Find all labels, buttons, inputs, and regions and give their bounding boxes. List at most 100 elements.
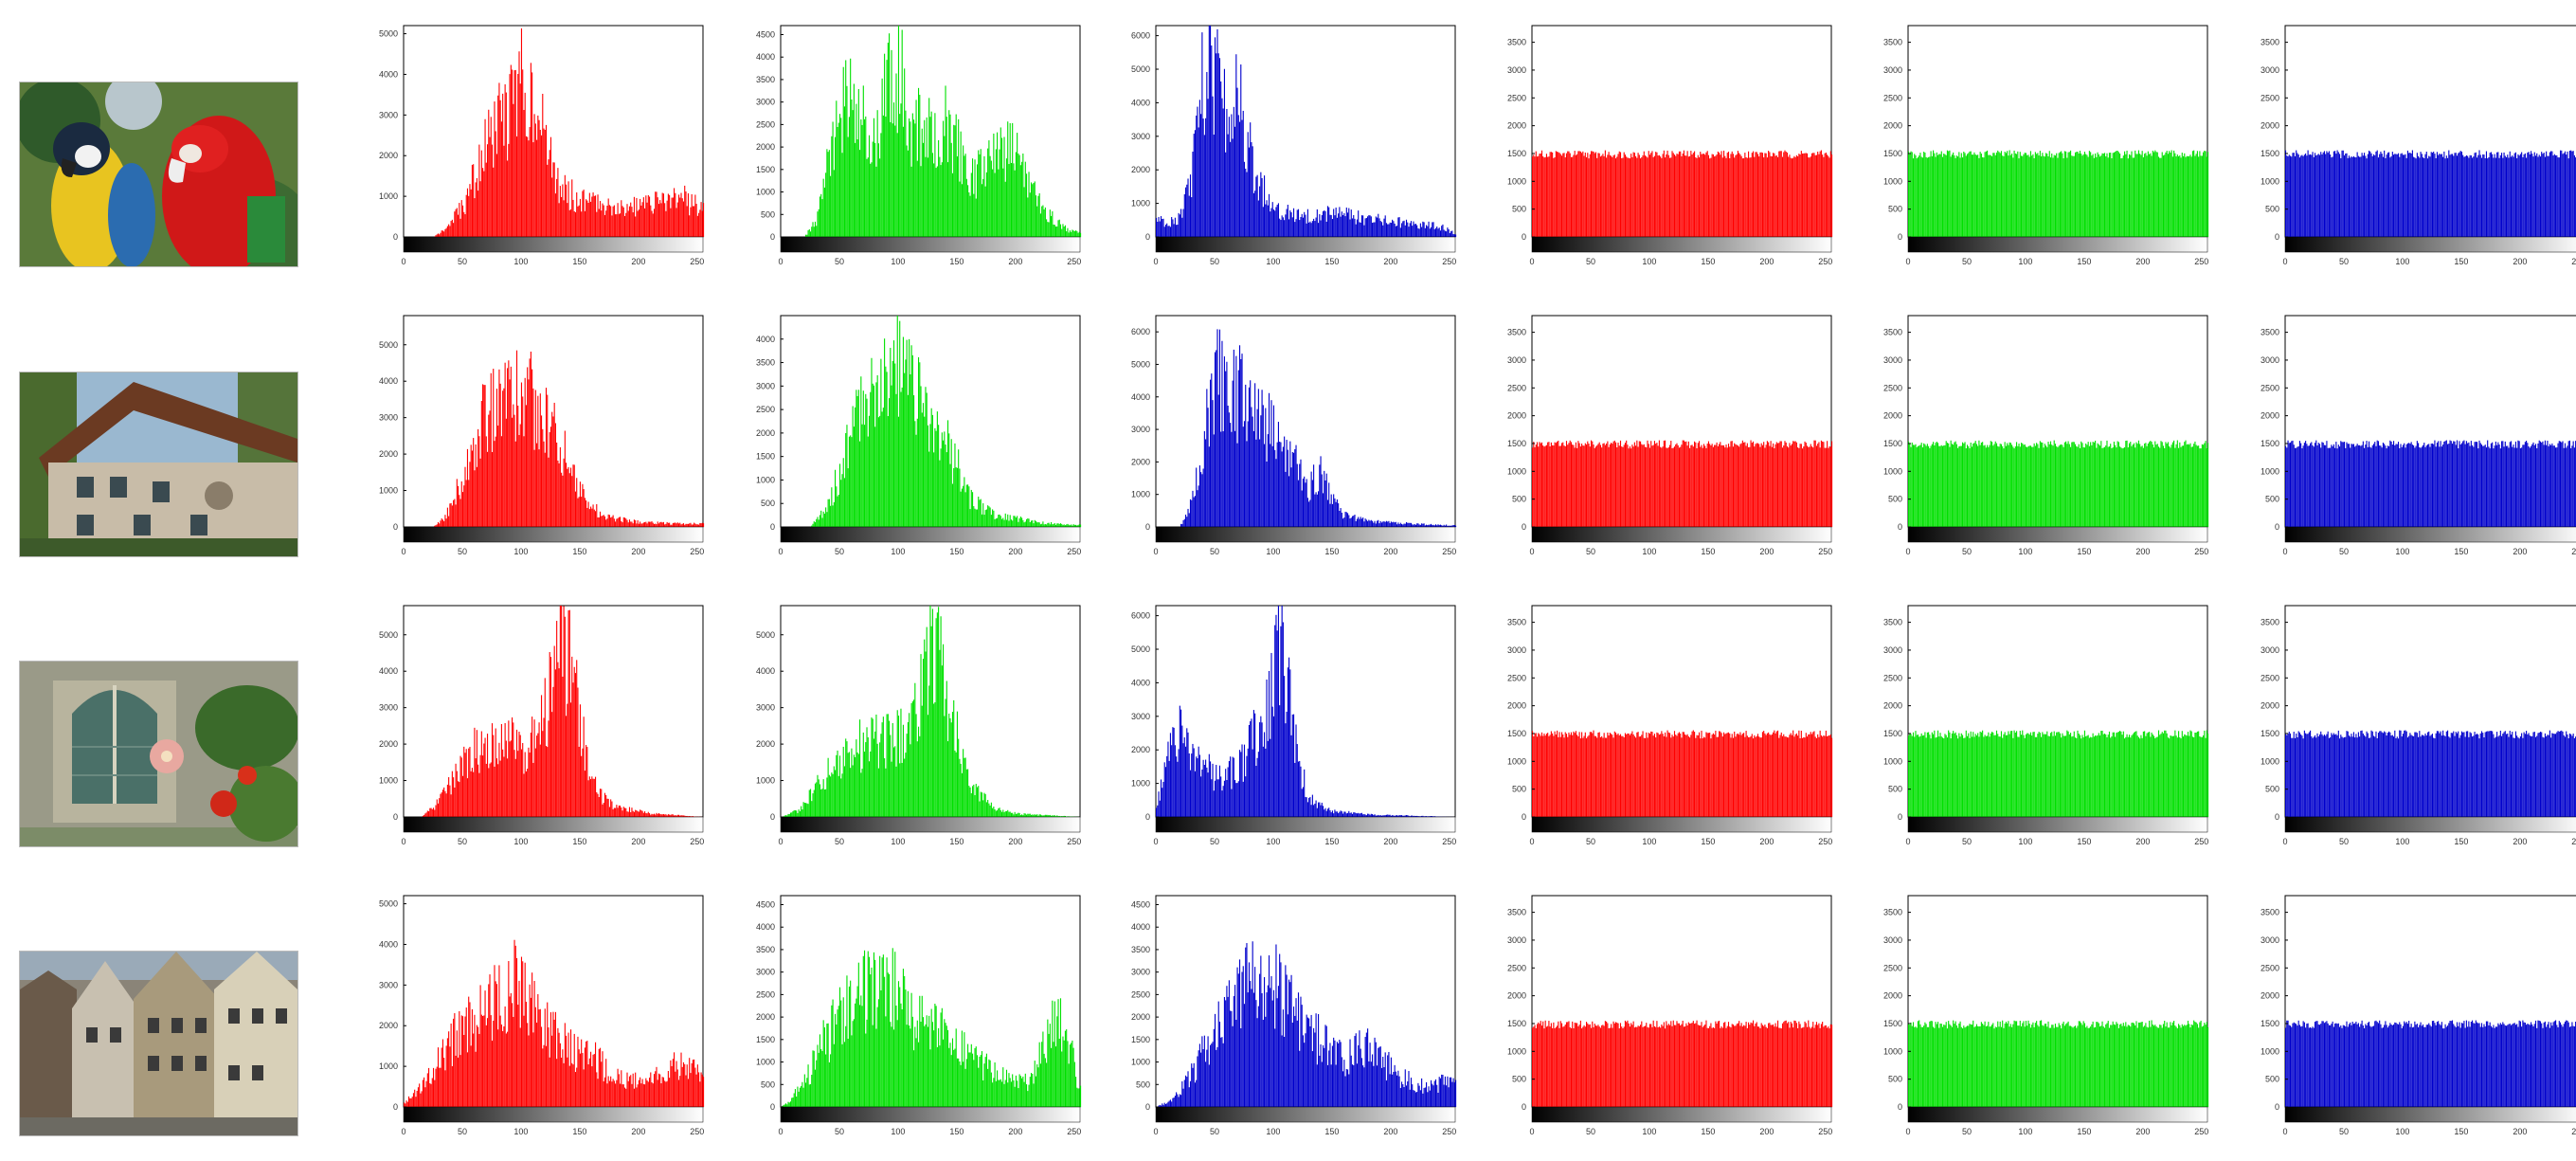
histogram-bar (1058, 219, 1060, 237)
histogram-bar (2070, 446, 2072, 527)
histogram-bar (1336, 811, 1338, 817)
histogram-bar (2551, 151, 2553, 237)
histogram-bar (2160, 157, 2162, 237)
histogram-bar (439, 1067, 441, 1107)
histogram-bar (2447, 157, 2449, 237)
histogram-bar (473, 1033, 475, 1107)
histogram-bar (1333, 494, 1335, 527)
histogram-bar (1054, 226, 1057, 237)
histogram-bar (989, 507, 991, 527)
histogram-bar (2423, 443, 2425, 527)
histogram-bar (2307, 445, 2309, 527)
histogram-bar (599, 789, 602, 817)
histogram-bar (929, 424, 931, 527)
histogram-bar (2053, 154, 2055, 237)
histogram-bar (2320, 447, 2322, 527)
histogram-bar (2366, 441, 2368, 527)
histogram-bar (1592, 151, 1594, 237)
histogram-bar (622, 207, 624, 237)
x-tick-label: 50 (2339, 547, 2349, 556)
histogram-bar (454, 211, 456, 237)
histogram-bar (1322, 493, 1324, 527)
histogram-bar (2136, 735, 2138, 817)
histogram-bar (1912, 444, 1915, 527)
histogram-bar (689, 523, 691, 527)
histogram-bar (622, 517, 624, 527)
x-tick-label: 150 (2077, 837, 2091, 846)
histogram-bar (2482, 154, 2484, 237)
histogram-bar (2531, 154, 2533, 237)
histogram-bar (577, 498, 579, 527)
histogram-bar (2066, 157, 2068, 237)
histogram-bar (1648, 733, 1649, 817)
histogram-bar (1234, 780, 1236, 817)
histogram-bar (1991, 732, 1993, 817)
histogram-bar (866, 727, 868, 817)
histogram-bar (1657, 733, 1659, 817)
histogram-bar (973, 506, 975, 527)
histogram-bar (1550, 442, 1552, 527)
histogram-bar (522, 396, 524, 527)
x-tick-label: 0 (1153, 257, 1158, 266)
histogram-bar (974, 159, 976, 237)
histogram-bar (2477, 735, 2479, 817)
histogram-bar (954, 125, 956, 237)
histogram-bar (1771, 734, 1773, 817)
histogram-bar (2527, 153, 2529, 237)
histogram-bar (498, 82, 500, 237)
histogram-bar (1213, 434, 1215, 527)
histogram-bar (2348, 444, 2351, 527)
histogram-bar (1397, 522, 1399, 527)
histogram-bar (1330, 812, 1332, 817)
histogram-bar (971, 786, 974, 817)
histogram-bar (1710, 444, 1712, 527)
histogram-bar (2571, 735, 2573, 817)
histogram-bar (1540, 442, 1543, 527)
histogram-bar (1292, 452, 1295, 527)
histogram-bar (1203, 765, 1205, 817)
histogram-bar (625, 807, 627, 817)
histogram-bar (2533, 444, 2535, 527)
histogram-bar (2058, 445, 2060, 527)
histogram-bar (1365, 815, 1367, 817)
histogram-bar (1780, 441, 1782, 527)
histogram-bar (2327, 447, 2329, 527)
histogram-bar (572, 682, 574, 817)
x-tick-label: 150 (949, 257, 964, 266)
x-tick-label: 200 (2135, 257, 2150, 266)
histogram-bar (2503, 152, 2505, 237)
histogram-bar (2469, 154, 2471, 237)
histogram-bar (1022, 815, 1024, 817)
histogram-bar (2482, 445, 2484, 527)
histogram-bar (1042, 521, 1044, 527)
histogram-bar (416, 1090, 418, 1107)
histogram-bar (665, 814, 667, 817)
histogram-bar (1741, 440, 1743, 527)
histogram-bar (1228, 761, 1230, 817)
histogram-bar (2193, 736, 2195, 817)
histogram-bar (847, 753, 849, 817)
histogram-bar (2066, 730, 2068, 817)
histogram-bar (1958, 152, 1960, 237)
histogram-bar (970, 172, 972, 237)
histogram-bar (993, 807, 995, 817)
histogram-bar (820, 510, 822, 527)
histogram-bar (1034, 814, 1036, 817)
histogram-bar (2142, 447, 2144, 527)
histogram-bar (597, 793, 599, 817)
histogram-bar (1758, 156, 1760, 237)
histogram-bar (475, 758, 477, 817)
y-tick-label: 3000 (1131, 132, 1150, 141)
histogram-bar (1804, 441, 1806, 527)
histogram-bar (2524, 153, 2526, 237)
histogram-bar (1544, 156, 1546, 237)
histogram-bar (527, 769, 529, 817)
histogram-bar (1806, 445, 1809, 527)
histogram-bar (645, 812, 647, 817)
histogram-bar (2484, 732, 2486, 817)
histogram-bar (2465, 731, 2467, 817)
histogram-bar (2081, 155, 2083, 237)
intensity-gradient-bar (2284, 816, 2576, 833)
histogram-bar (2120, 731, 2122, 817)
histogram-bar (2379, 154, 2381, 237)
